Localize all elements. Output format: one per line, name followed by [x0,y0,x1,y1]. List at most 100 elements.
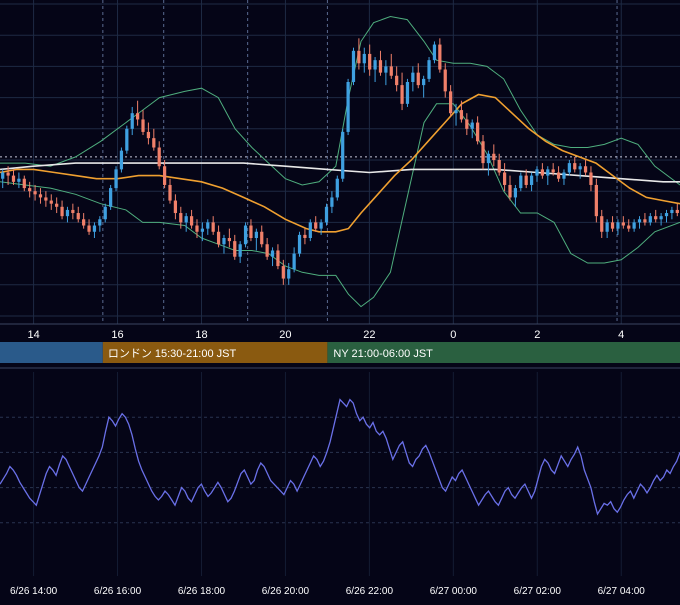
candle-body [179,213,183,223]
candle-body [6,172,10,176]
candle-body [146,131,151,139]
candle-body [33,191,37,195]
candle-body [173,200,178,214]
candle-body [654,216,658,220]
price-x-tick-label: 0 [450,329,456,341]
candle-body [562,172,566,179]
candle-body [157,147,161,167]
candle-body [189,216,194,226]
oscillator-x-tick-label: 6/26 18:00 [178,586,226,597]
candle-body [346,82,350,132]
candle-body [162,166,167,185]
candle-body [297,234,302,254]
candle-body [675,209,679,214]
candle-body [87,225,91,232]
candle-body [589,172,593,185]
candle-body [567,163,571,173]
candle-body [141,119,145,132]
candle-body [60,206,64,217]
candle-body [49,200,53,204]
candle-body [594,184,598,217]
candle-body [600,216,604,232]
candle-body [476,122,480,142]
candle-body [389,66,393,76]
candle-body [119,150,124,170]
candle-body [260,231,264,245]
candle-body [125,128,129,151]
session-tokyo-block [0,342,103,363]
price-x-tick-label: 22 [363,329,375,341]
price-grid [0,0,680,324]
candle-body [454,110,458,114]
candle-body [362,53,366,64]
candle-body [459,110,464,120]
candle-body [357,50,361,64]
candle-body [443,69,447,92]
candle-body [578,166,582,170]
candle-body [168,184,172,201]
candle-body [28,188,32,192]
candle-body [351,50,356,82]
oscillator-x-tick-label: 6/27 00:00 [430,586,478,597]
candle-body [249,225,253,238]
candle-body [38,194,43,198]
candle-body [270,250,275,257]
candle-body [422,78,426,86]
candle-body [368,53,372,70]
candle-body [243,225,248,245]
candle-body [103,206,107,220]
candle-body [114,169,118,189]
candle-body [670,209,674,214]
candle-body [470,122,474,129]
candle-body [195,225,199,232]
candle-body [276,250,280,267]
candle-body [76,213,80,220]
session-london-block [102,342,328,363]
candle-body [227,238,231,242]
oscillator-x-tick-label: 6/26 20:00 [262,586,310,597]
candle-body [55,203,59,207]
price-x-tick-label: 20 [279,329,291,341]
candle-body [502,172,507,185]
oscillator-x-tick-label: 6/26 16:00 [94,586,142,597]
candle-body [529,175,534,185]
price-x-tick-label: 2 [534,329,540,341]
candle-body [82,219,86,226]
candle-body [211,222,215,232]
candle-body [416,72,420,86]
candle-body [109,188,113,207]
candle-body [524,175,528,185]
oscillator-grid [0,372,680,576]
candle-body [573,163,577,170]
candle-body [621,222,625,226]
candle-body [341,131,345,179]
candle-body [540,169,544,176]
candle-body [497,160,501,173]
session-ny-label: NY 21:00-06:00 JST [333,348,433,360]
candle-body [637,219,642,223]
candle-body [610,222,615,229]
candle-body [324,206,329,223]
candle-body [551,169,555,173]
candle-body [546,169,550,176]
candle-body [627,225,631,229]
candle-body [449,91,453,114]
candle-body [206,222,210,229]
candle-body [438,44,442,70]
candle-body [519,175,523,189]
candle-body [400,85,404,104]
candlestick-series [1,38,679,285]
price-x-tick-label: 4 [618,329,624,341]
session-bar: ロンドン 15:30-21:00 JST NY 21:00-06:00 JST [0,342,680,363]
oscillator-line [0,398,680,516]
candle-body [265,244,269,257]
candle-body [556,172,561,179]
candle-body [308,222,312,238]
candle-body [659,216,663,220]
candle-body [605,222,609,232]
candle-body [65,209,70,217]
candle-body [238,244,242,257]
candle-body [465,119,469,129]
candle-body [513,188,518,198]
bollinger-upper-line [0,15,680,186]
